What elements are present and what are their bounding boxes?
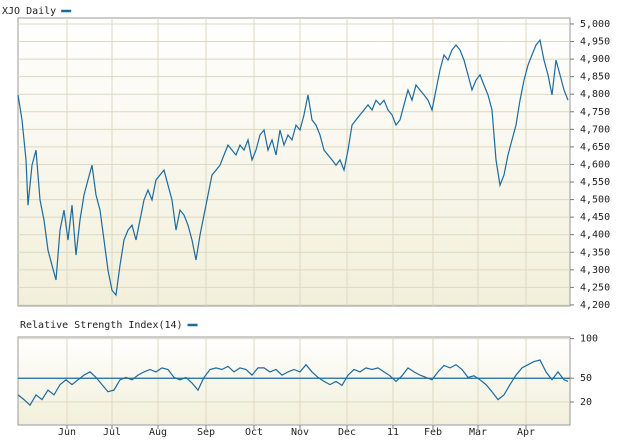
y-tick-label: 4,300 — [580, 265, 610, 276]
y-tick-label: 4,550 — [580, 177, 610, 188]
y-tick-label: 4,800 — [580, 89, 610, 100]
y-tick-label: 4,950 — [580, 37, 610, 48]
y-tick-label: 4,350 — [580, 247, 610, 258]
data-line — [17, 359, 569, 407]
y-tick-label: 20 — [580, 397, 592, 408]
x-tick-label: Jul — [103, 427, 121, 437]
y-tick-label: 4,500 — [580, 195, 610, 206]
y-tick-label: 4,250 — [580, 282, 610, 293]
y-tick-label: 4,200 — [580, 300, 610, 311]
x-tick-label: Jun — [58, 427, 76, 437]
y-tick-label: 4,450 — [580, 212, 610, 223]
x-tick-label: Feb — [424, 427, 442, 437]
y-tick-label: 4,400 — [580, 230, 610, 241]
x-tick-label: Nov — [291, 427, 309, 437]
x-tick-label: Aug — [149, 427, 167, 437]
y-tick-label: 4,900 — [580, 54, 610, 65]
x-tick-label: Apr — [517, 427, 535, 437]
price-panel — [17, 17, 571, 307]
chart-title: XJO Daily — [2, 6, 56, 17]
rsi-title: Relative Strength Index(14) — [20, 320, 183, 331]
x-tick-label: Sep — [197, 427, 215, 437]
x-tick-label: Oct — [245, 427, 263, 437]
y-tick-label: 4,600 — [580, 159, 610, 170]
y-tick-label: 4,750 — [580, 107, 610, 118]
y-tick-label: 50 — [580, 373, 592, 384]
rsi-panel — [17, 336, 571, 426]
data-line — [17, 38, 569, 297]
y-tick-label: 5,000 — [580, 19, 610, 30]
y-tick-label: 100 — [580, 334, 598, 345]
x-tick-label: Dec — [338, 427, 356, 437]
x-tick-label: 11 — [387, 427, 399, 437]
y-tick-label: 4,850 — [580, 72, 610, 83]
y-tick-label: 4,650 — [580, 142, 610, 153]
y-tick-label: 4,700 — [580, 124, 610, 135]
x-tick-label: Mar — [469, 427, 487, 437]
